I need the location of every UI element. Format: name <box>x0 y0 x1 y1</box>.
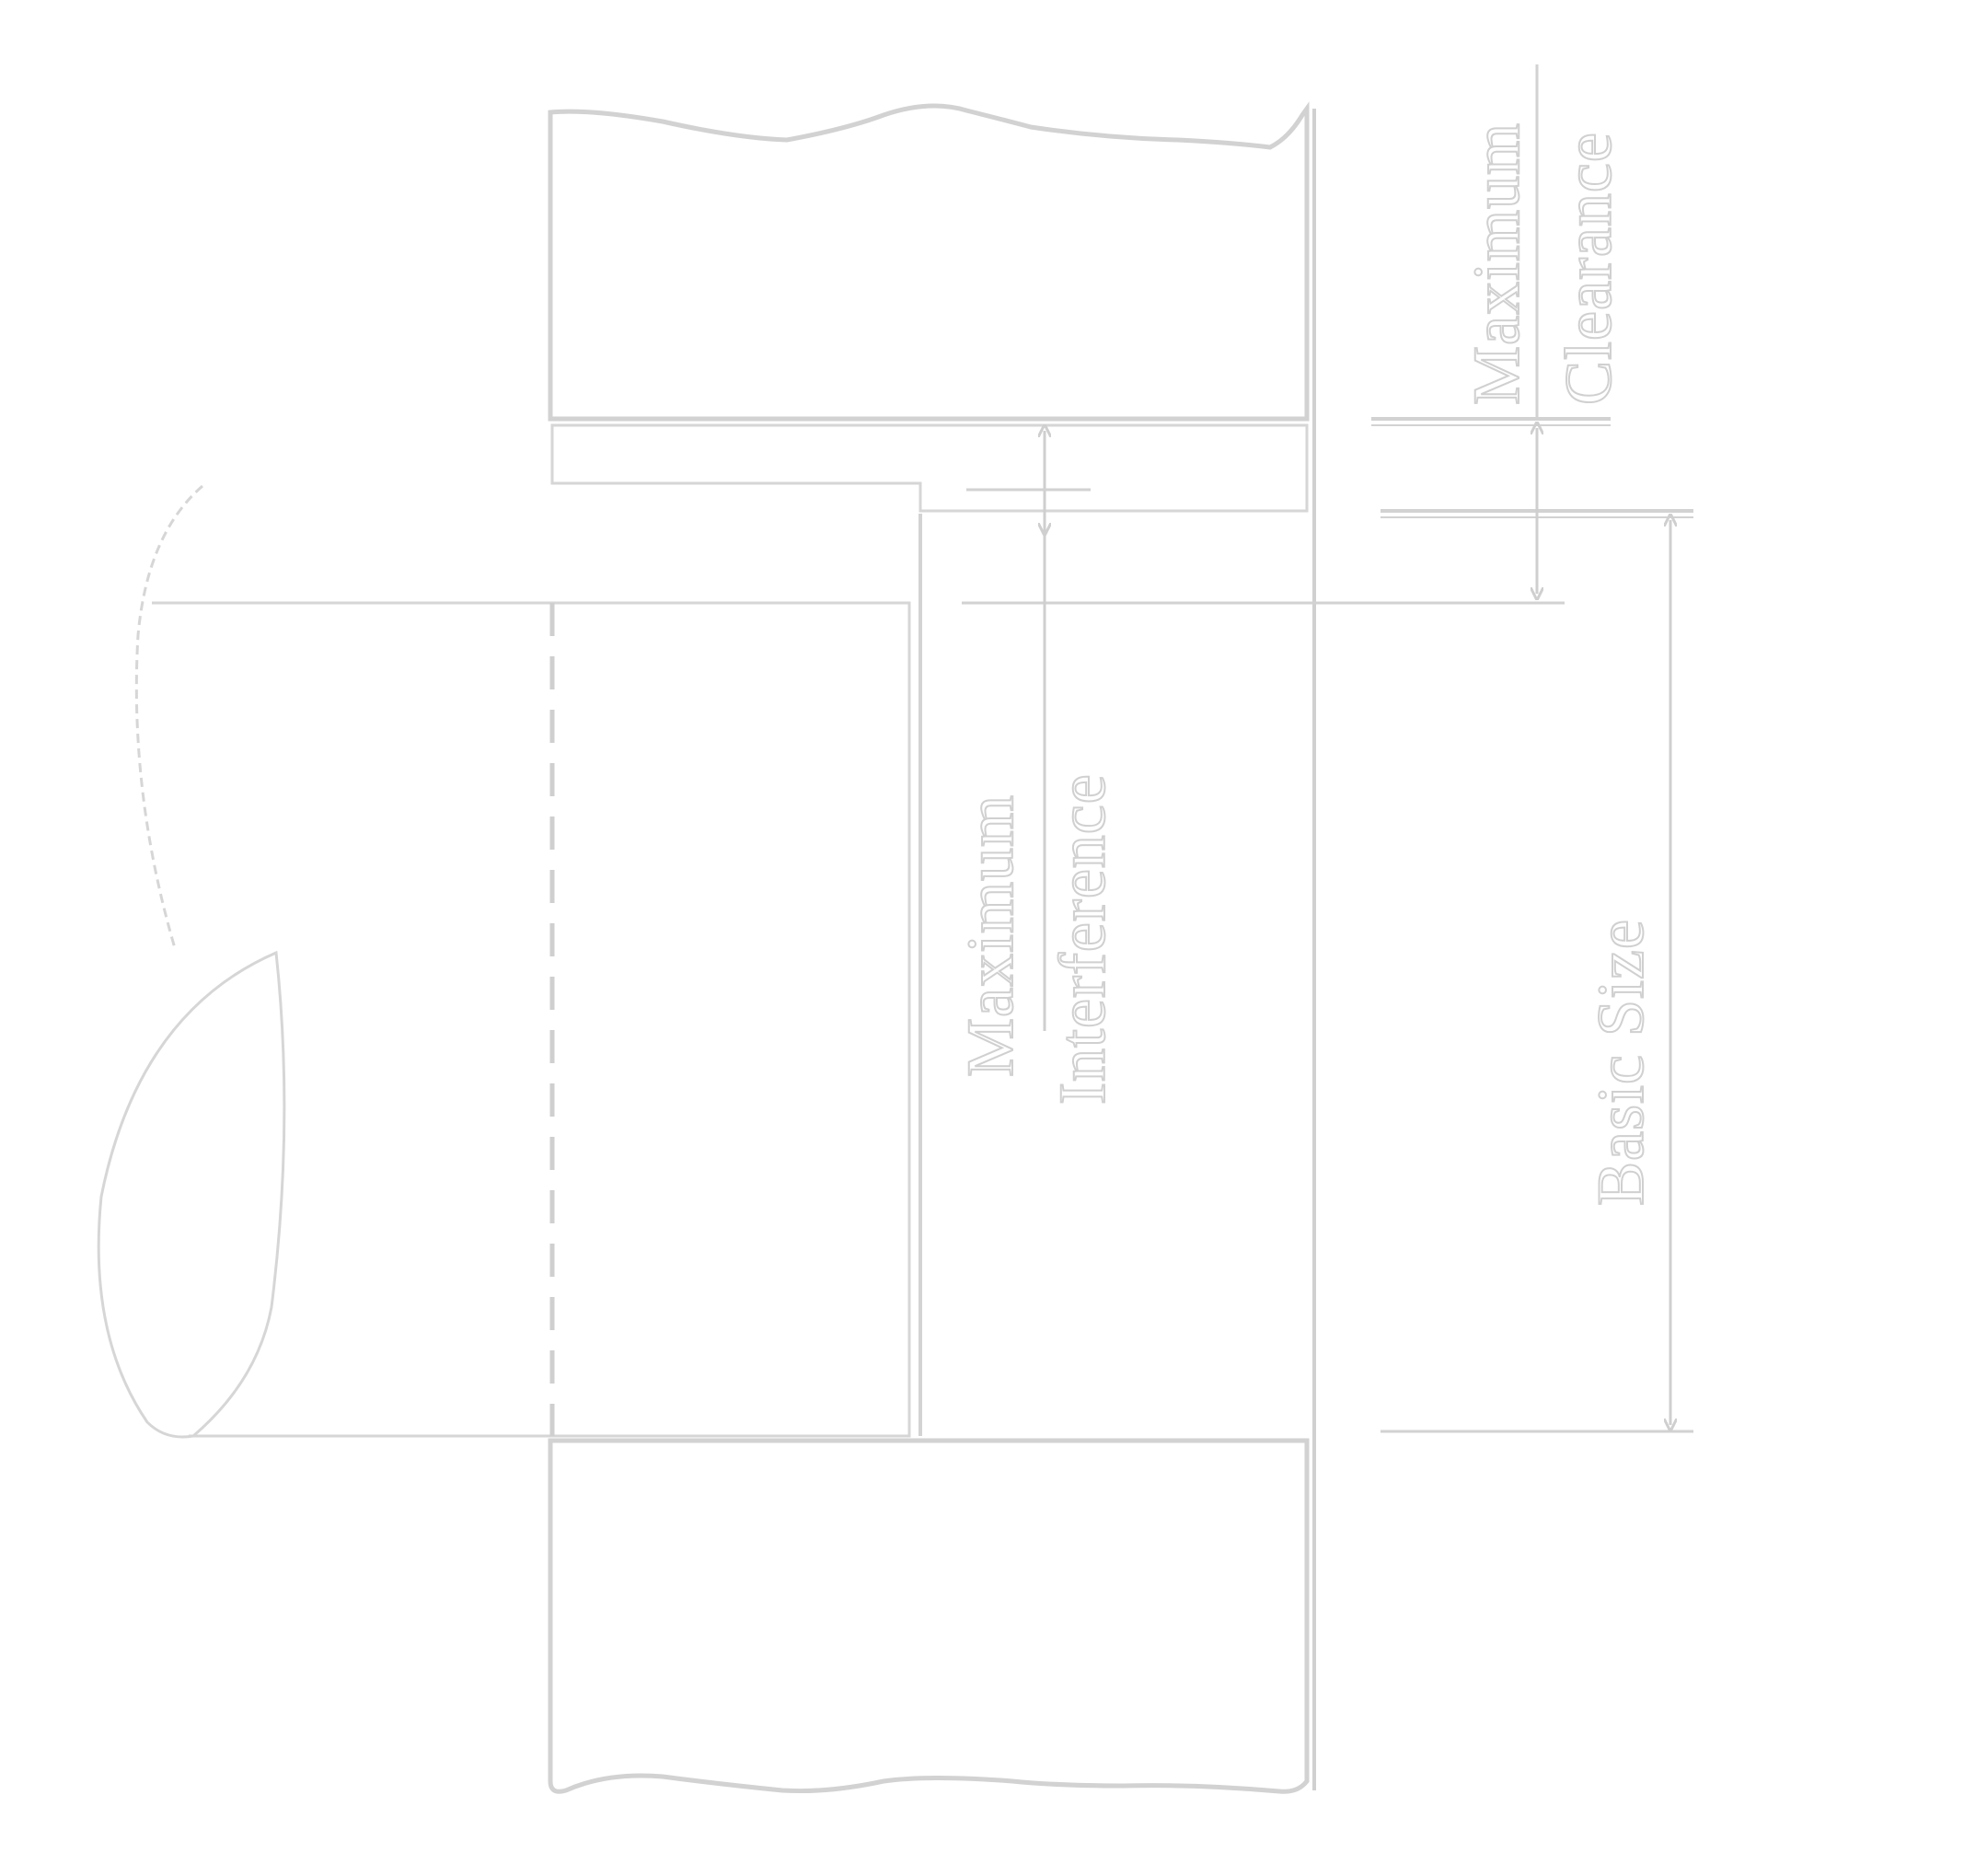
label-max-interference-line1: Maximum <box>953 794 1027 1077</box>
housing-lower <box>548 1438 1310 1794</box>
dimension-max-interference <box>966 431 1091 1031</box>
label-max-clearance-line1: Maximum <box>1460 122 1533 405</box>
label-max-interference-line2: Interference <box>1046 773 1119 1105</box>
housing-upper <box>548 101 1310 422</box>
label-max-clearance-line2: Clearance <box>1552 132 1625 405</box>
label-basic-size: Basic Size <box>1584 919 1658 1206</box>
shaft <box>97 484 911 1439</box>
bushing-band <box>550 423 1309 513</box>
